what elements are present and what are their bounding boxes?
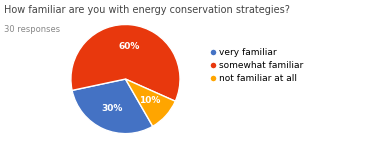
Legend: very familiar, somewhat familiar, not familiar at all: very familiar, somewhat familiar, not fa… — [209, 46, 305, 85]
Wedge shape — [71, 24, 180, 101]
Wedge shape — [72, 79, 153, 134]
Wedge shape — [125, 79, 175, 126]
Text: 30 responses: 30 responses — [4, 25, 60, 34]
Text: 10%: 10% — [139, 96, 161, 105]
Text: How familiar are you with energy conservation strategies?: How familiar are you with energy conserv… — [4, 5, 290, 15]
Text: 30%: 30% — [101, 104, 123, 113]
Text: 60%: 60% — [118, 42, 139, 51]
